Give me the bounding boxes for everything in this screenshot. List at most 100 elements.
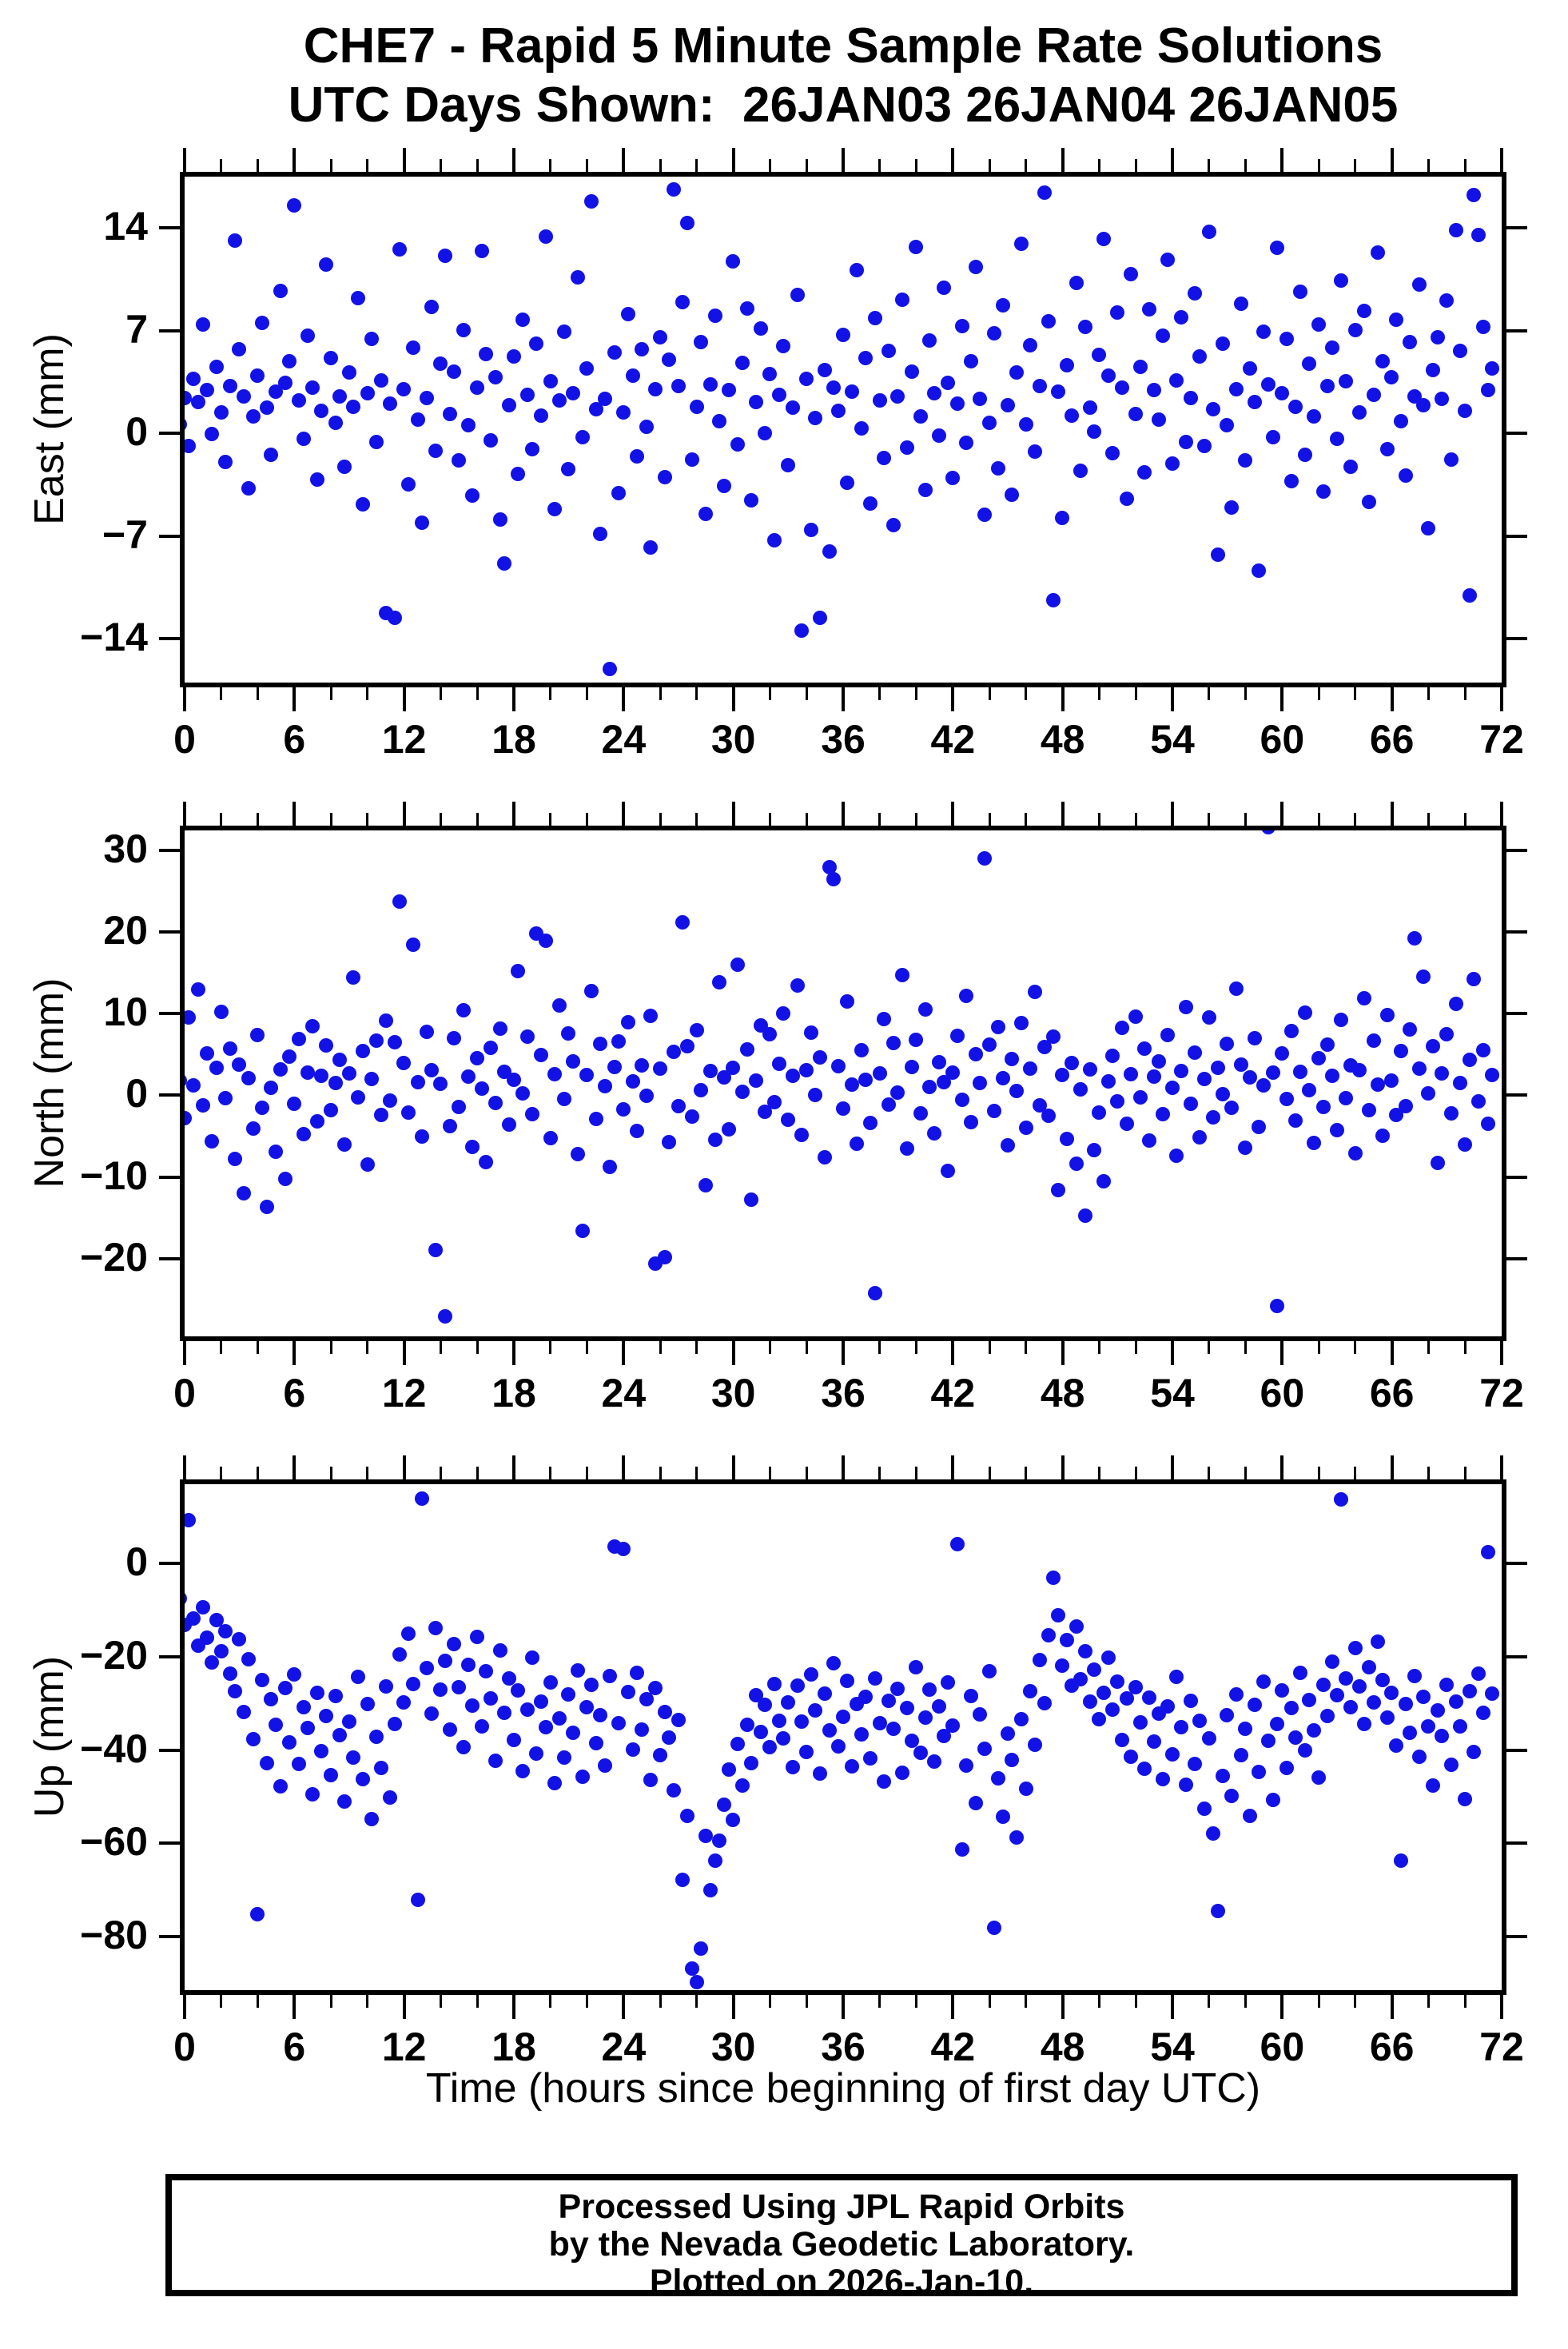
data-point <box>1224 1100 1240 1115</box>
data-point <box>1439 293 1455 309</box>
data-point <box>927 1125 942 1141</box>
x-tick-top <box>476 813 479 826</box>
data-point <box>259 1755 274 1770</box>
data-point <box>205 427 220 442</box>
x-tick-label: 0 <box>173 1371 196 1415</box>
x-tick-bottom <box>731 1995 735 2019</box>
data-point <box>986 325 1001 340</box>
data-point <box>319 1708 334 1723</box>
data-point <box>534 1048 549 1063</box>
north-dots-layer <box>185 830 1502 1336</box>
data-point <box>798 1744 814 1759</box>
data-point <box>1339 374 1354 389</box>
data-point <box>209 360 224 375</box>
data-point <box>428 443 444 458</box>
data-point <box>845 1758 860 1774</box>
x-tick-top <box>220 159 223 172</box>
x-tick-bottom <box>805 1341 808 1354</box>
data-point <box>497 555 512 571</box>
data-point <box>620 1685 635 1700</box>
x-tick-top <box>915 159 918 172</box>
data-point <box>1000 1137 1015 1153</box>
data-point <box>1288 1113 1303 1129</box>
data-point <box>245 409 261 424</box>
data-point <box>1329 1123 1344 1138</box>
data-point <box>808 1703 823 1718</box>
data-point <box>1393 1044 1408 1059</box>
data-point <box>218 1623 233 1638</box>
y-tick-right <box>1506 1841 1527 1845</box>
data-point <box>255 1100 269 1115</box>
data-point <box>1334 1013 1349 1028</box>
data-point <box>1023 1684 1038 1699</box>
data-point <box>401 1626 416 1642</box>
data-point <box>817 362 832 377</box>
data-point <box>1146 1069 1161 1084</box>
data-point <box>1092 1712 1107 1727</box>
x-tick-bottom <box>1500 1341 1503 1365</box>
data-point <box>1302 356 1317 372</box>
data-point <box>538 229 553 244</box>
data-point <box>1238 1140 1253 1155</box>
data-point <box>291 393 306 408</box>
x-tick-bottom <box>1134 687 1137 700</box>
x-tick-bottom <box>1280 1341 1284 1365</box>
data-point <box>607 1059 622 1074</box>
data-point <box>511 466 526 481</box>
data-point <box>630 448 645 464</box>
x-tick-bottom <box>183 1341 186 1365</box>
data-point <box>963 1115 978 1130</box>
data-point <box>237 1186 252 1201</box>
data-point <box>762 1740 778 1755</box>
data-point <box>1032 378 1047 393</box>
data-point <box>1156 1772 1171 1787</box>
data-point <box>460 418 476 433</box>
data-point <box>1379 1710 1395 1725</box>
x-tick-top <box>988 813 991 826</box>
x-tick-bottom <box>1061 1995 1065 2019</box>
data-point <box>913 1105 928 1121</box>
data-point <box>1220 1037 1235 1052</box>
x-tick-bottom <box>988 1995 991 2008</box>
x-tick-top <box>439 1467 442 1479</box>
data-point <box>826 1656 842 1671</box>
data-point <box>1174 1720 1189 1735</box>
data-point <box>1050 1183 1065 1198</box>
x-tick-bottom <box>951 1341 955 1365</box>
data-point <box>904 364 919 379</box>
x-tick-top <box>951 802 955 826</box>
data-point <box>1233 297 1248 312</box>
data-point <box>917 1710 933 1726</box>
data-point <box>648 1681 663 1696</box>
data-point <box>405 1677 420 1692</box>
x-tick-bottom <box>842 1341 845 1365</box>
x-tick-bottom <box>1208 1341 1211 1354</box>
y-tick-label: −14 <box>80 614 148 659</box>
data-point <box>643 539 659 555</box>
x-tick-bottom <box>1390 687 1394 711</box>
data-point <box>662 1730 677 1746</box>
data-point <box>1210 1060 1225 1075</box>
x-tick-top <box>1244 1467 1248 1479</box>
data-point <box>332 1727 348 1742</box>
x-tick-bottom <box>476 687 479 700</box>
data-point <box>1156 328 1171 344</box>
data-point <box>968 1795 983 1810</box>
data-point <box>1292 1666 1307 1681</box>
data-point <box>895 292 910 307</box>
x-tick-bottom <box>1134 1995 1137 2008</box>
data-point <box>707 1853 722 1868</box>
data-point <box>973 1076 988 1091</box>
data-point <box>387 1034 402 1049</box>
x-tick-top <box>768 813 771 826</box>
data-point <box>694 334 709 349</box>
x-tick-label: 6 <box>283 1371 306 1415</box>
data-point <box>250 1907 265 1922</box>
data-point <box>273 283 288 298</box>
data-point <box>904 1059 919 1074</box>
data-point <box>1164 456 1180 472</box>
x-tick-bottom <box>1463 687 1467 700</box>
data-point <box>954 318 969 333</box>
data-point <box>1320 378 1335 393</box>
data-point <box>598 1758 613 1774</box>
